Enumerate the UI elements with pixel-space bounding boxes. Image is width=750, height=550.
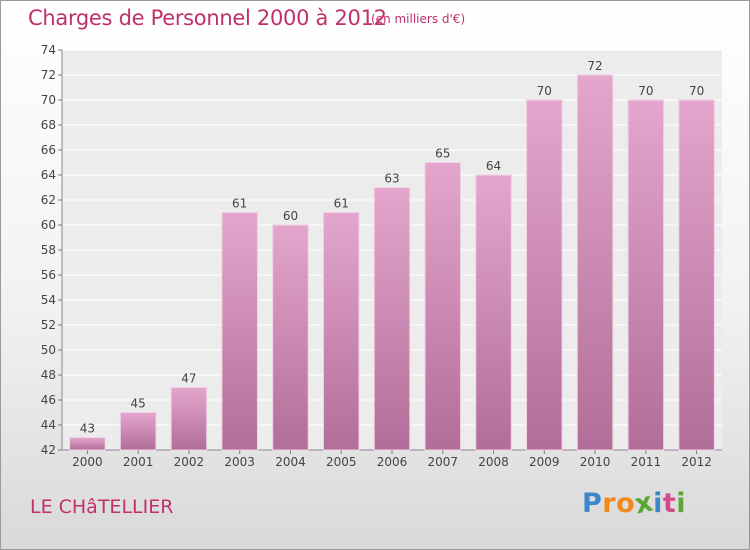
y-tick-label: 50 (41, 343, 56, 357)
x-tick-label: 2004 (275, 455, 306, 469)
y-tick-label: 42 (41, 443, 56, 457)
data-label: 61 (232, 197, 247, 211)
y-tick-label: 66 (41, 143, 56, 157)
y-tick-label: 54 (41, 293, 56, 307)
x-tick-label: 2001 (123, 455, 154, 469)
y-tick-label: 70 (41, 93, 56, 107)
data-label: 72 (587, 59, 602, 73)
data-label: 47 (181, 372, 196, 386)
x-tick-label: 2006 (377, 455, 408, 469)
x-tick-label: 2010 (580, 455, 611, 469)
y-tick-label: 46 (41, 393, 56, 407)
y-tick-label: 60 (41, 218, 56, 232)
data-label: 60 (283, 209, 298, 223)
logo-letter: i (676, 488, 687, 519)
x-tick-label: 2002 (174, 455, 205, 469)
bar (576, 74, 614, 451)
y-tick-label: 72 (41, 68, 56, 82)
y-tick-label: 68 (41, 118, 56, 132)
bar (475, 174, 512, 451)
labels-layer: 43 45 47 61 60 61 63 65 64 70 72 70 70 (80, 59, 705, 436)
bar (119, 412, 157, 451)
data-label: 63 (384, 172, 399, 186)
chart-title: Charges de Personnel 2000 à 2012 (28, 6, 387, 30)
y-tick-label: 44 (41, 418, 56, 432)
data-label: 70 (638, 84, 653, 98)
data-label: 70 (689, 84, 704, 98)
proxiti-logo: Proxiti (582, 486, 687, 520)
data-label: 65 (435, 147, 450, 161)
logo-letter: r (602, 488, 617, 519)
bar (221, 212, 258, 451)
commune-name: LE CHâTELLIER (30, 496, 174, 518)
y-tick-label: 56 (41, 268, 56, 282)
bar (272, 224, 309, 451)
axes-layer: 42 44 46 48 50 52 54 56 58 60 62 64 66 68 70 72 74 2000 20… (41, 43, 722, 469)
bar (170, 387, 208, 451)
x-tick-label: 2005 (326, 455, 357, 469)
data-label: 43 (80, 422, 95, 436)
y-tick-label: 74 (41, 43, 56, 57)
logo-letter: i (653, 488, 663, 519)
bar (678, 99, 715, 451)
logo-letter: P (582, 488, 603, 519)
y-tick-label: 52 (41, 318, 56, 332)
data-label: 61 (334, 197, 349, 211)
y-tick-label: 48 (41, 368, 56, 382)
logo-letter: t (662, 488, 677, 519)
x-tick-label: 2011 (631, 455, 662, 469)
bar (627, 99, 665, 451)
chart-subtitle: (en milliers d'€) (371, 12, 466, 26)
data-label: 70 (537, 84, 552, 98)
bar (69, 437, 106, 451)
x-tick-label: 2009 (529, 455, 560, 469)
x-tick-label: 2000 (72, 455, 103, 469)
bar (322, 212, 360, 451)
data-label: 45 (131, 397, 146, 411)
x-tick-label: 2008 (478, 455, 509, 469)
y-tick-label: 58 (41, 243, 56, 257)
x-tick-label: 2012 (681, 455, 712, 469)
bar (373, 187, 411, 451)
y-tick-label: 64 (41, 168, 56, 182)
bar (526, 99, 563, 451)
x-tick-label: 2007 (427, 455, 458, 469)
bars-layer (69, 74, 715, 451)
logo-letter: o (616, 488, 636, 519)
bar (424, 162, 462, 451)
x-tick-label: 2003 (224, 455, 255, 469)
data-label: 64 (486, 159, 501, 173)
y-tick-label: 62 (41, 193, 56, 207)
